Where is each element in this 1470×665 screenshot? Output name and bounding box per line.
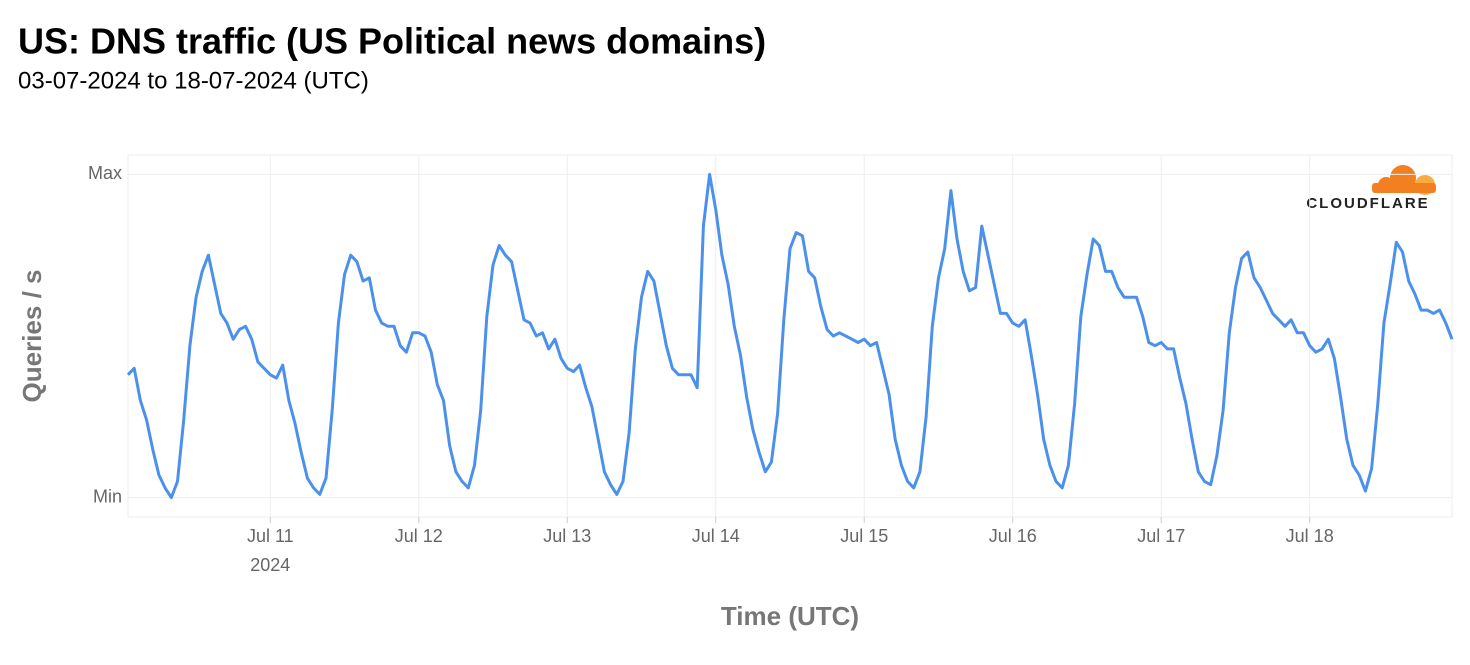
chart-title: US: DNS traffic (US Political news domai… bbox=[18, 21, 766, 62]
chart-subtitle: 03-07-2024 to 18-07-2024 (UTC) bbox=[18, 67, 369, 94]
x-tick-label: Jul 16 bbox=[989, 526, 1037, 546]
y-tick-label: Max bbox=[88, 163, 122, 183]
x-tick-label: Jul 13 bbox=[543, 526, 591, 546]
x-year-label: 2024 bbox=[250, 555, 290, 575]
data-line bbox=[126, 172, 1454, 500]
x-tick-label: Jul 17 bbox=[1137, 526, 1185, 546]
x-tick-label: Jul 11 bbox=[247, 526, 294, 546]
y-axis-label: Queries / s bbox=[17, 270, 47, 403]
x-tick-label: Jul 15 bbox=[840, 526, 888, 546]
y-tick-label: Min bbox=[93, 486, 122, 506]
logo-icon bbox=[1372, 165, 1436, 195]
x-tick-label: Jul 18 bbox=[1286, 526, 1334, 546]
x-axis-label: Time (UTC) bbox=[721, 601, 859, 631]
logo-text: CLOUDFLARE bbox=[1306, 195, 1429, 212]
x-tick-label: Jul 14 bbox=[692, 526, 740, 546]
x-tick-label: Jul 12 bbox=[395, 526, 443, 546]
